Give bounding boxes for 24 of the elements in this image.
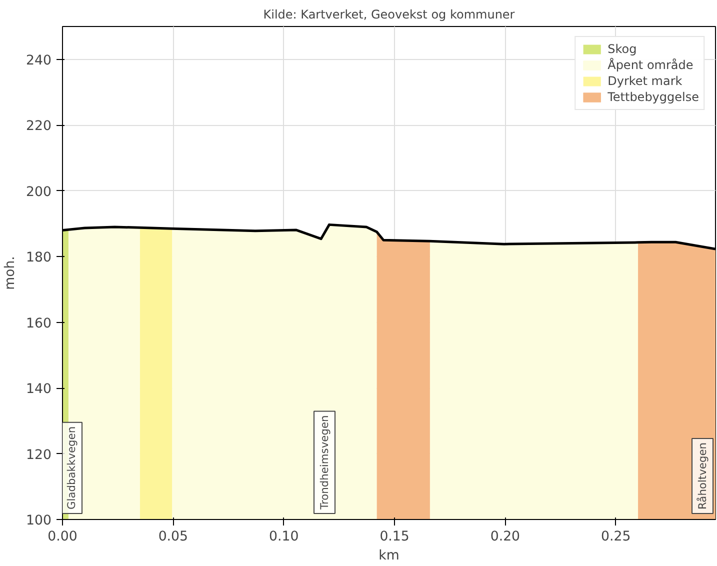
legend-label: Tettbebyggelse bbox=[608, 90, 699, 104]
chart-title: Kilde: Kartverket, Geovekst og kommuner bbox=[263, 8, 515, 22]
y-tick-label: 180 bbox=[26, 250, 52, 266]
y-axis-title: moh. bbox=[3, 256, 18, 290]
x-tick-label: 0.10 bbox=[269, 530, 299, 544]
y-tick-label: 220 bbox=[26, 119, 52, 134]
y-tick-label: 240 bbox=[26, 53, 52, 68]
x-tick-label: 0.00 bbox=[48, 530, 78, 544]
x-tick-label: 0.15 bbox=[380, 530, 410, 544]
x-tick-label: 0.20 bbox=[490, 530, 520, 544]
x-axis-title: km bbox=[378, 548, 400, 564]
annotation: Råholtvegen bbox=[696, 442, 709, 510]
y-tick-label: 160 bbox=[26, 316, 52, 332]
annotation: Gladbakkvegen bbox=[65, 426, 78, 510]
y-tick-label: 140 bbox=[26, 382, 52, 398]
y-tick-label: 100 bbox=[26, 514, 52, 528]
x-tick-label: 0.05 bbox=[158, 530, 188, 544]
legend-label: Skog bbox=[608, 42, 637, 56]
y-tick-label: 120 bbox=[26, 448, 52, 463]
annotation: Trondheimsvegen bbox=[318, 415, 331, 510]
x-tick-label: 0.25 bbox=[601, 530, 631, 544]
legend-label: Åpent område bbox=[608, 58, 694, 72]
y-tick-label: 200 bbox=[26, 184, 52, 200]
legend-label: Dyrket mark bbox=[608, 74, 682, 88]
